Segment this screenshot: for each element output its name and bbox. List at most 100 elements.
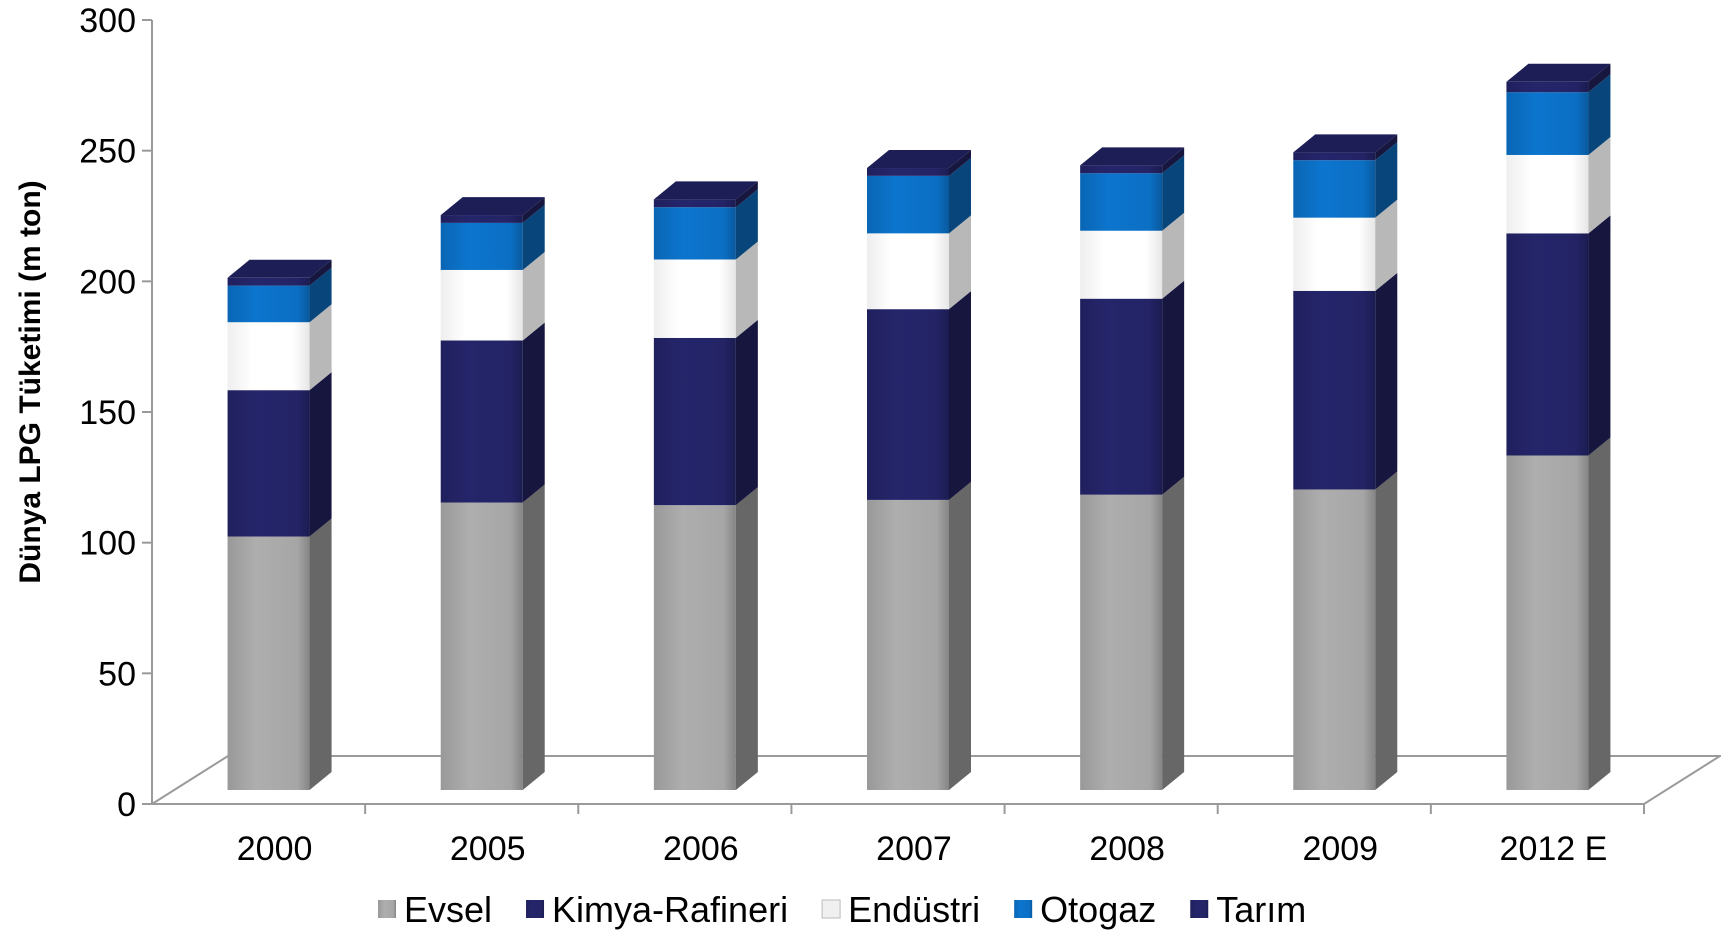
bar-front (1080, 298, 1163, 495)
bar-segment-end-stri (867, 215, 971, 310)
bar-front (227, 277, 310, 286)
bar-front (440, 502, 523, 790)
bar-front (653, 207, 736, 260)
bar-side (1162, 147, 1185, 174)
bar-side (1375, 272, 1398, 490)
bars (227, 63, 1611, 790)
bar-segment-kimya-rafineri (440, 322, 545, 503)
bar-segment-otogaz (1080, 155, 1185, 231)
bar-front (1293, 152, 1376, 161)
bar-front (867, 233, 949, 310)
x-tick-label: 2000 (237, 830, 313, 868)
bar-front (867, 499, 949, 790)
bar-top (1506, 63, 1611, 82)
bar-top (227, 259, 332, 278)
bar-front (867, 175, 949, 234)
y-tick-label: 0 (117, 786, 136, 824)
bar-front (1080, 230, 1163, 299)
bar-front (440, 222, 523, 270)
bar-stack (440, 197, 545, 790)
legend-item-kimya-rafineri: Kimya-Rafineri (526, 889, 788, 930)
bar-side (735, 319, 758, 506)
bar-side (1588, 437, 1611, 790)
legend-swatch (526, 900, 545, 918)
bar-segment-kimya-rafineri (1293, 272, 1398, 490)
x-tick-label: 2008 (1089, 830, 1165, 868)
bar-front (653, 337, 736, 506)
bar-side (735, 189, 758, 260)
bar-side (1375, 142, 1398, 218)
bar-segment-tar-m (227, 259, 332, 286)
bar-side (1588, 74, 1611, 155)
y-tick-label: 300 (79, 2, 136, 40)
bar-segment-tar-m (653, 181, 758, 208)
bar-side (309, 259, 332, 286)
bar-segment-evsel (227, 518, 332, 790)
legend-label: Evsel (404, 889, 492, 930)
bar-stack (1293, 134, 1398, 790)
y-tick-label: 150 (79, 394, 136, 432)
bar-front (1506, 92, 1589, 155)
legend-label: Kimya-Rafineri (552, 889, 788, 930)
bar-top (440, 197, 545, 216)
bar-front (227, 285, 310, 323)
x-tick-label: 2012 E (1500, 830, 1608, 868)
bar-front (1506, 233, 1589, 456)
labels: 0 50 100 150 200 250 300 Dünya LPG Tüketimi (m … (14, 2, 1607, 868)
bar-stack (867, 150, 971, 790)
bar-front (653, 199, 736, 208)
bar-segment-evsel (440, 484, 545, 790)
y-tick-label: 250 (79, 133, 136, 171)
bar-side (735, 181, 758, 208)
bar-stack (653, 181, 758, 790)
bar-front (867, 168, 949, 176)
x-tick-label: 2006 (663, 830, 739, 868)
bar-side (949, 215, 971, 310)
legend-item-evsel: Evsel (378, 889, 492, 930)
bar-top (1293, 134, 1398, 153)
bar-segment-end-stri (1506, 136, 1611, 234)
bar-segment-otogaz (653, 189, 758, 260)
legend-swatch (821, 899, 841, 919)
bar-segment-kimya-rafineri (1080, 280, 1185, 495)
bar-side (949, 481, 971, 790)
bar-side (309, 518, 332, 790)
bar-side (949, 150, 971, 176)
bar-segment-kimya-rafineri (227, 372, 332, 537)
bar-side (1588, 215, 1611, 456)
bar-segment-kimya-rafineri (1506, 215, 1611, 456)
bar-side (309, 304, 332, 391)
bar-front (227, 322, 310, 391)
bar-segment-kimya-rafineri (653, 319, 758, 506)
legend-label: Otogaz (1040, 889, 1156, 930)
legend-label: Tarım (1216, 889, 1306, 930)
bar-segment-end-stri (653, 241, 758, 338)
legend-swatch (378, 900, 396, 918)
bar-segment-tar-m (1293, 134, 1398, 161)
bar-top (1080, 147, 1185, 166)
legend-item-otogaz: Otogaz (1014, 889, 1156, 930)
bar-segment-tar-m (440, 197, 545, 223)
bar-segment-otogaz (227, 267, 332, 323)
legend-item-tar-m: Tarım (1190, 889, 1306, 930)
bar-stack (1080, 147, 1185, 790)
bar-side (1588, 136, 1611, 234)
bar-side (1375, 134, 1398, 161)
bar-segment-tar-m (1506, 63, 1611, 93)
bar-front (1080, 494, 1163, 790)
bar-front (440, 215, 523, 223)
y-tick-label: 200 (79, 263, 136, 301)
bar-segment-otogaz (1506, 74, 1611, 155)
x-tick-label: 2009 (1302, 830, 1378, 868)
bar-side (735, 487, 758, 790)
bar-segment-end-stri (1293, 199, 1398, 291)
bar-side (1375, 199, 1398, 291)
bar-front (440, 269, 523, 341)
bar-segment-end-stri (440, 251, 545, 341)
legend: Evsel Kimya-Rafineri Endüstri Otogaz Tarım (378, 889, 1306, 930)
bar-front (227, 390, 310, 537)
bar-segment-evsel (1293, 471, 1398, 790)
bar-side (309, 372, 332, 537)
bar-side (949, 157, 971, 234)
